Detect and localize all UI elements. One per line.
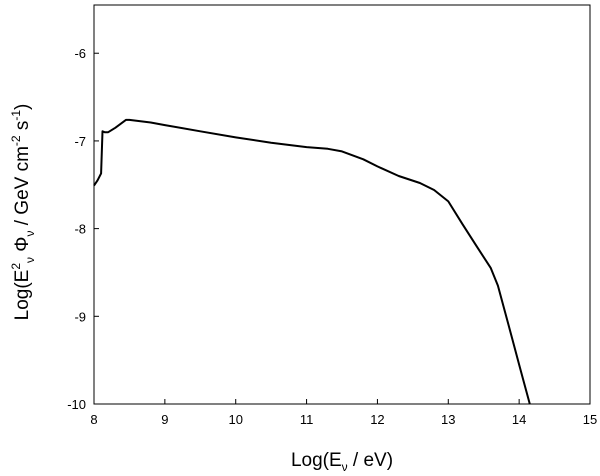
x-tick-label: 8 (90, 412, 97, 427)
x-tick-label: 10 (228, 412, 242, 427)
x-axis-ticks: 8 9 10 11 12 13 14 15 (90, 399, 597, 427)
x-tick-label: 14 (512, 412, 526, 427)
x-tick-label: 15 (583, 412, 597, 427)
y-tick-label: -6 (74, 46, 86, 61)
y-tick-label: -7 (74, 134, 86, 149)
x-tick-label: 12 (370, 412, 384, 427)
y-axis-ticks: -10 -9 -8 -7 -6 (67, 46, 99, 412)
plot-frame (93, 4, 591, 405)
x-axis-title: Log(Eν / eV) (291, 450, 393, 474)
y-tick-label: -10 (67, 397, 86, 412)
x-tick-label: 13 (441, 412, 455, 427)
x-tick-label: 9 (161, 412, 168, 427)
x-tick-label: 11 (300, 412, 314, 427)
y-tick-label: -9 (74, 309, 86, 324)
y-axis-title: Log(E2ν Φν / GeV cm-2 s-1) (9, 104, 37, 321)
y-tick-label: -8 (74, 222, 86, 237)
series-line (93, 118, 531, 405)
